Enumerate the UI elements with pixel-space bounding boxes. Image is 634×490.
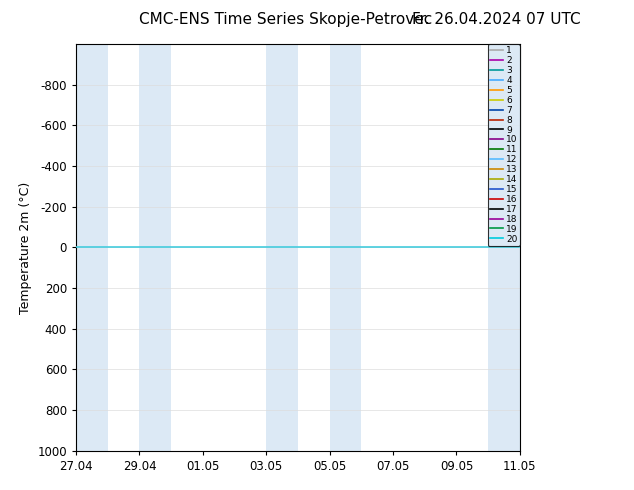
Bar [139, 44, 171, 451]
Text: Fr. 26.04.2024 07 UTC: Fr. 26.04.2024 07 UTC [412, 12, 581, 27]
Bar [330, 44, 361, 451]
Bar [76, 44, 108, 451]
Bar [266, 44, 298, 451]
Bar [488, 44, 520, 451]
Y-axis label: Temperature 2m (°C): Temperature 2m (°C) [19, 181, 32, 314]
Text: CMC-ENS Time Series Skopje-Petrovec: CMC-ENS Time Series Skopje-Petrovec [139, 12, 433, 27]
Legend: 1, 2, 3, 4, 5, 6, 7, 8, 9, 10, 11, 12, 13, 14, 15, 16, 17, 18, 19, 20: 1, 2, 3, 4, 5, 6, 7, 8, 9, 10, 11, 12, 1… [488, 44, 520, 246]
